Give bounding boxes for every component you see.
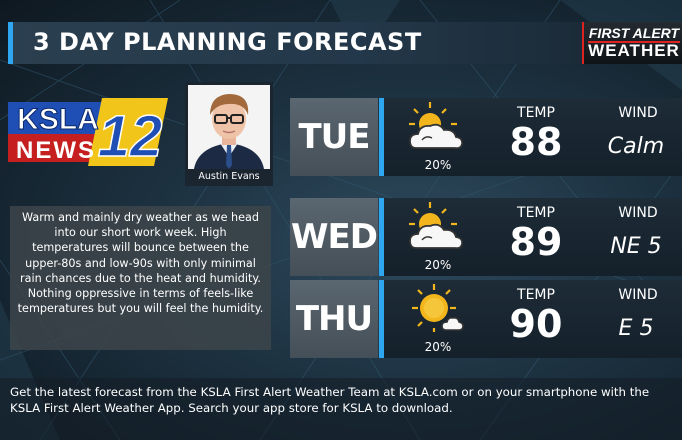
brand-line2: WEATHER [588, 41, 680, 60]
logo-news-text: NEWS [16, 137, 96, 164]
anchor-card: Austin Evans [185, 82, 273, 186]
temp-value: 89 [509, 220, 563, 264]
day-label: WED [290, 198, 378, 276]
day-forecast-panel: 20% TEMP 88 WIND Calm [379, 98, 682, 176]
brand-line1: FIRST ALERT [588, 25, 680, 41]
title-bar: 3 DAY PLANNING FORECAST [8, 22, 582, 64]
day-label: TUE [290, 98, 378, 176]
logo-number-text: 12 [98, 104, 163, 168]
logo-top-bar [8, 102, 108, 134]
wind-value: Calm [607, 134, 665, 159]
temp-label: TEMP [517, 105, 555, 121]
mostly-sunny-icon [406, 282, 466, 338]
day-forecast-panel: 20% TEMP 90 WIND E 5 [379, 280, 682, 358]
temp-label: TEMP [517, 287, 555, 303]
footer-text: Get the latest forecast from the KSLA Fi… [10, 385, 650, 415]
rain-chance: 20% [424, 258, 452, 272]
wind-value: NE 5 [610, 234, 662, 259]
day-label: THU [290, 280, 378, 358]
anchor-portrait [188, 85, 270, 169]
temp-value: 90 [509, 302, 563, 346]
wind-label: WIND [618, 205, 658, 221]
logo-ksla-text: KSLA [17, 103, 99, 136]
ksla-news-12-logo: KSLA NEWS 12 [8, 98, 168, 170]
wind-label: WIND [618, 287, 658, 303]
forecast-discussion-box: Warm and mainly dry weather as we head i… [10, 206, 271, 350]
day-forecast-panel: 20% TEMP 89 WIND NE 5 [379, 198, 682, 276]
logo-bottom-bar [8, 134, 108, 162]
temp-value: 88 [509, 120, 563, 164]
rain-chance: 20% [424, 340, 452, 354]
partly-cloudy-icon [406, 200, 466, 256]
brand-accent-line [588, 41, 680, 43]
rain-chance: 20% [424, 158, 452, 172]
footer-bar: Get the latest forecast from the KSLA Fi… [0, 378, 682, 440]
first-alert-weather-badge: FIRST ALERT WEATHER [582, 22, 682, 64]
forecast-discussion-text: Warm and mainly dry weather as we head i… [17, 211, 264, 316]
logo-number-block [88, 98, 168, 166]
wind-label: WIND [618, 105, 658, 121]
partly-cloudy-icon [406, 100, 466, 156]
wind-value: E 5 [618, 316, 654, 341]
anchor-photo [188, 85, 270, 169]
anchor-name: Austin Evans [198, 171, 260, 182]
temp-label: TEMP [517, 205, 555, 221]
page-title: 3 DAY PLANNING FORECAST [33, 28, 422, 56]
